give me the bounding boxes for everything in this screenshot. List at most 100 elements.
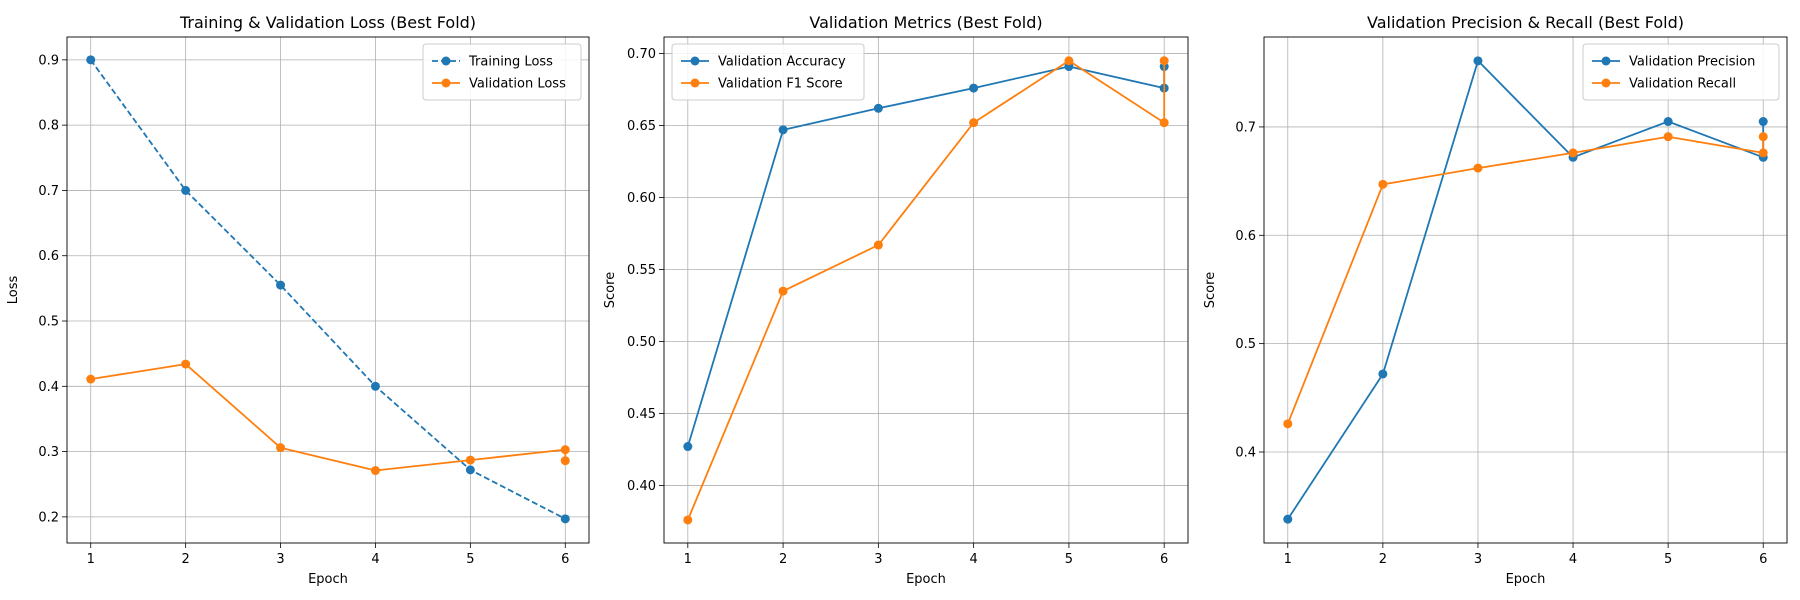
y-tick-label: 0.4: [1235, 445, 1256, 460]
x-tick-label: 1: [87, 552, 95, 567]
y-tick-label: 0.55: [627, 263, 656, 278]
y-tick-label: 0.2: [38, 510, 59, 525]
data-point: [86, 55, 96, 65]
series-line-1: [686, 65, 1166, 447]
x-axis-label: Epoch: [308, 572, 348, 587]
series-line-2: [686, 59, 1166, 521]
data-point: [1568, 148, 1578, 158]
series-line-1: [89, 59, 566, 520]
x-tick-label: 2: [1379, 552, 1387, 567]
legend: Training Loss Validation Loss: [422, 43, 582, 101]
y-tick-label: 0.5: [38, 315, 59, 330]
data-point: [560, 456, 570, 466]
data-point: [1663, 132, 1673, 142]
data-point: [1064, 56, 1074, 66]
legend: Validation Accuracy Validation F1 Score: [671, 43, 865, 101]
y-tick-label: 0.70: [627, 47, 656, 62]
data-point: [465, 465, 475, 475]
legend-entry-label: Validation Recall: [1629, 77, 1736, 92]
x-tick-label: 1: [1284, 552, 1292, 567]
legend-entry-label: Training Loss: [468, 55, 553, 70]
data-point: [873, 103, 883, 113]
legend: Validation Precision Validation Recall: [1582, 43, 1780, 101]
x-axis-label: Epoch: [906, 572, 946, 587]
x-tick-label: 4: [371, 552, 379, 567]
data-point: [969, 83, 979, 93]
legend-entry-label: Validation Precision: [1629, 55, 1755, 70]
y-tick-label: 0.3: [38, 445, 59, 460]
y-tick-label: 0.45: [627, 407, 656, 422]
data-point: [778, 286, 788, 296]
x-axis-label: Epoch: [1506, 572, 1546, 587]
y-axis-label: Score: [1203, 272, 1218, 308]
data-point: [969, 118, 979, 128]
plot-frame: [663, 36, 1189, 544]
y-axis-label: Loss: [6, 276, 21, 305]
data-point: [370, 381, 380, 391]
data-point: [873, 240, 883, 250]
legend-swatch-marker: [441, 56, 451, 66]
legend-swatch-marker: [690, 78, 700, 88]
data-point: [1378, 369, 1388, 379]
plot-frame: [1263, 36, 1788, 544]
data-point: [560, 445, 570, 455]
legend-swatch-marker: [690, 56, 700, 66]
data-point: [683, 515, 693, 525]
x-tick-label: 2: [181, 552, 189, 567]
y-tick-label: 0.40: [627, 479, 656, 494]
x-tick-label: 4: [1569, 552, 1577, 567]
data-point: [276, 280, 286, 290]
legend-box: [422, 43, 582, 101]
data-point: [465, 455, 475, 465]
x-tick-label: 3: [1474, 552, 1482, 567]
y-tick-label: 0.6: [38, 249, 59, 264]
x-tick-label: 4: [969, 552, 977, 567]
legend-entry-label: Validation Accuracy: [718, 55, 846, 70]
legend-entry-label: Validation F1 Score: [718, 77, 843, 92]
data-point: [1473, 163, 1483, 173]
x-tick-label: 2: [779, 552, 787, 567]
x-tick-label: 5: [1664, 552, 1672, 567]
y-tick-label: 0.5: [1235, 337, 1256, 352]
chart-panel-3: 1 2 3 4 5 6 0.4 0.5 0.6 0.7 Validation Precision &…: [1203, 13, 1788, 587]
x-tick-label: 3: [874, 552, 882, 567]
data-point: [1663, 117, 1673, 127]
plot-frame: [66, 36, 590, 544]
y-tick-label: 0.9: [38, 53, 59, 68]
data-point: [181, 359, 191, 369]
x-tick-label: 1: [684, 552, 692, 567]
x-tick-label: 5: [1065, 552, 1073, 567]
data-point: [86, 374, 96, 384]
chart-panel-1: 1 2 3 4 5 6 0.2 0.3 0.4 0.5 0.6 0.7 0.8 0.9 Training &…: [6, 13, 590, 587]
legend-swatch-marker: [1601, 56, 1611, 66]
x-tick-label: 3: [276, 552, 284, 567]
data-point: [1758, 117, 1768, 127]
data-point: [1283, 514, 1293, 524]
legend-swatch-marker: [1601, 78, 1611, 88]
y-tick-label: 0.4: [38, 380, 59, 395]
y-tick-label: 0.7: [38, 184, 59, 199]
y-tick-label: 0.8: [38, 119, 59, 134]
y-tick-label: 0.6: [1235, 229, 1256, 244]
series-line-2: [90, 363, 567, 472]
legend-box: [1582, 43, 1780, 101]
legend-box: [671, 43, 865, 101]
y-tick-label: 0.50: [627, 335, 656, 350]
y-tick-label: 0.60: [627, 191, 656, 206]
chart-panel-2: 1 2 3 4 5 6 0.40 0.45 0.50 0.55 0.60 0.65 0.70 Valida…: [603, 13, 1189, 587]
x-tick-label: 6: [561, 552, 569, 567]
data-point: [1159, 118, 1169, 128]
data-point: [1378, 179, 1388, 189]
data-point: [1473, 56, 1483, 66]
data-point: [370, 466, 380, 476]
chart-title: Validation Precision & Recall (Best Fold…: [1367, 13, 1684, 32]
y-tick-label: 0.65: [627, 119, 656, 134]
data-point: [1283, 419, 1293, 429]
chart-title: Training & Validation Loss (Best Fold): [179, 13, 476, 32]
x-tick-label: 6: [1759, 552, 1767, 567]
data-point: [181, 185, 191, 195]
data-point: [1758, 132, 1768, 142]
data-point: [276, 443, 286, 453]
legend-swatch-marker: [441, 78, 451, 88]
